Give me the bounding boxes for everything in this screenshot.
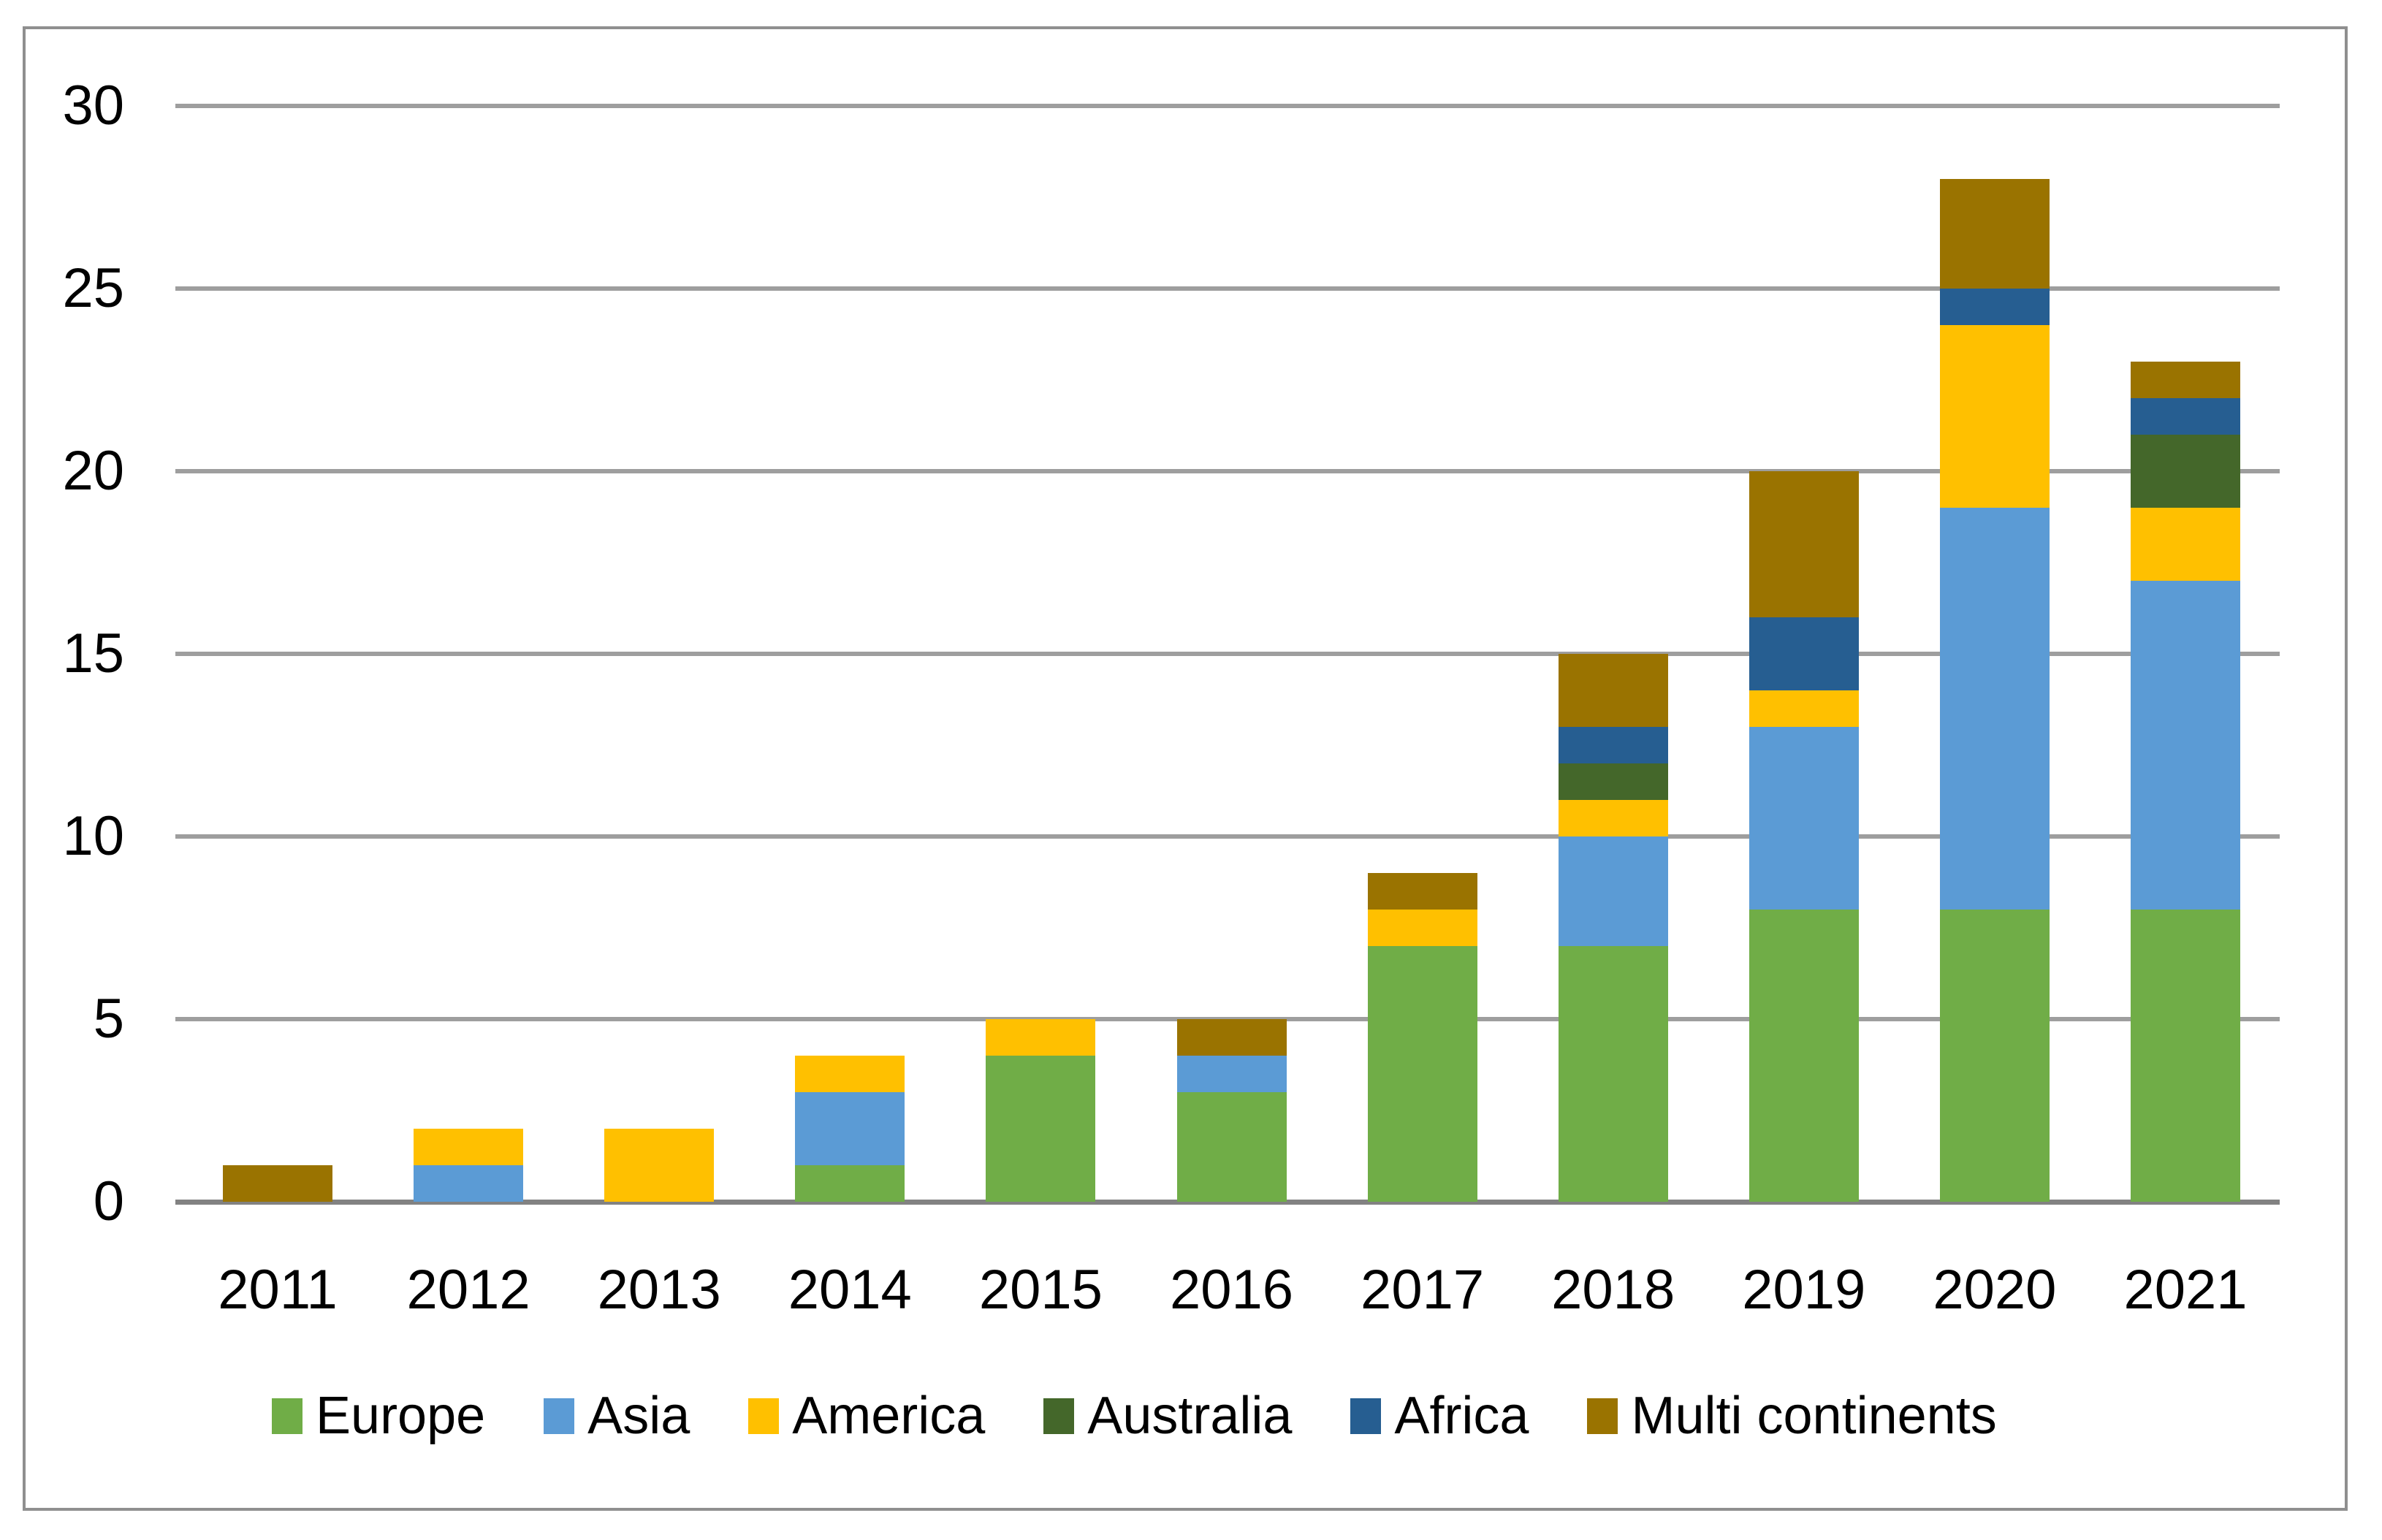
y-axis-tick-25: 25 (62, 257, 124, 319)
gridline-25 (175, 286, 2280, 291)
legend-label-america: America (792, 1387, 986, 1445)
bar-segment-america-2015 (986, 1019, 1096, 1056)
legend-swatch-europe (272, 1398, 302, 1434)
bar-segment-america-2021 (2131, 508, 2240, 581)
bar-segment-asia-2012 (414, 1165, 524, 1202)
x-axis-label-2011: 2011 (218, 1259, 338, 1321)
bar-segment-australia-2021 (2131, 435, 2240, 508)
x-axis-label-2012: 2012 (406, 1259, 530, 1321)
gridline-20 (175, 469, 2280, 473)
gridline-10 (175, 834, 2280, 839)
bar-segment-asia-2018 (1558, 836, 1668, 946)
chart-legend: Europe Asia America Australia Africa Multi co… (272, 1385, 1997, 1446)
x-axis-label-2015: 2015 (978, 1259, 1103, 1321)
bar-segment-europe-2015 (986, 1056, 1096, 1202)
bar-segment-africa-2018 (1558, 727, 1668, 763)
x-axis-label-2019: 2019 (1742, 1259, 1866, 1321)
bar-segment-america-2014 (795, 1056, 905, 1092)
y-axis-tick-30: 30 (62, 75, 124, 137)
bar-segment-europe-2020 (1939, 910, 2050, 1202)
bar-segment-asia-2014 (795, 1092, 905, 1165)
bar-segment-asia-2019 (1749, 727, 1859, 910)
legend-swatch-australia (1043, 1398, 1075, 1434)
legend-label-europe: Europe (316, 1387, 486, 1445)
legend-label-asia: Asia (587, 1387, 690, 1445)
legend-swatch-asia (544, 1398, 575, 1434)
legend-label-africa: Africa (1394, 1387, 1529, 1445)
x-axis-label-2021: 2021 (2123, 1259, 2248, 1321)
bar-segment-asia-2020 (1939, 508, 2050, 910)
bar-segment-america-2017 (1367, 910, 1477, 946)
legend-item-europe: Europe (272, 1385, 485, 1446)
gridline-15 (175, 652, 2280, 656)
bar-segment-europe-2017 (1367, 946, 1477, 1202)
bar-segment-america-2019 (1749, 690, 1859, 727)
legend-label-multi-continents: Multi continents (1631, 1387, 1997, 1445)
legend-swatch-america (748, 1398, 780, 1434)
bar-segment-europe-2016 (1176, 1092, 1287, 1202)
x-axis-label-2020: 2020 (1933, 1259, 2057, 1321)
x-axis-label-2017: 2017 (1361, 1259, 1485, 1321)
bar-segment-africa-2020 (1939, 289, 2050, 325)
bar-segment-multi-continents-2019 (1749, 471, 1859, 617)
legend-swatch-africa (1350, 1398, 1382, 1434)
legend-item-america: America (748, 1385, 985, 1446)
bar-segment-europe-2018 (1558, 946, 1668, 1202)
x-axis-label-2013: 2013 (597, 1259, 721, 1321)
bar-segment-america-2018 (1558, 800, 1668, 836)
y-axis-tick-0: 0 (93, 1170, 124, 1232)
bar-segment-multi-continents-2021 (2131, 362, 2240, 398)
bar-segment-america-2013 (604, 1129, 715, 1202)
bar-segment-europe-2021 (2131, 910, 2240, 1202)
x-axis-line (175, 1200, 2280, 1205)
y-axis-tick-20: 20 (62, 440, 124, 502)
x-axis-label-2014: 2014 (788, 1259, 912, 1321)
bar-segment-europe-2019 (1749, 910, 1859, 1202)
bar-segment-multi-continents-2017 (1367, 873, 1477, 910)
bar-segment-multi-continents-2011 (223, 1165, 332, 1202)
bar-segment-africa-2021 (2131, 398, 2240, 435)
legend-swatch-multi-continents (1587, 1398, 1618, 1434)
bar-segment-america-2020 (1939, 325, 2050, 508)
x-axis-label-2018: 2018 (1551, 1259, 1675, 1321)
bar-segment-asia-2016 (1176, 1056, 1287, 1092)
bar-segment-australia-2018 (1558, 763, 1668, 800)
legend-item-asia: Asia (544, 1385, 690, 1446)
bar-segment-multi-continents-2016 (1176, 1019, 1287, 1056)
bar-segment-africa-2019 (1749, 617, 1859, 690)
y-axis-tick-10: 10 (62, 805, 124, 867)
legend-item-africa: Africa (1350, 1385, 1529, 1446)
gridline-30 (175, 104, 2280, 108)
y-axis-tick-5: 5 (93, 988, 124, 1050)
legend-item-multi-continents: Multi continents (1587, 1385, 1997, 1446)
bar-segment-america-2012 (414, 1129, 524, 1165)
bar-segment-europe-2014 (795, 1165, 905, 1202)
bar-segment-multi-continents-2020 (1939, 179, 2050, 289)
legend-label-australia: Australia (1087, 1387, 1293, 1445)
legend-item-australia: Australia (1043, 1385, 1292, 1446)
x-axis-label-2016: 2016 (1169, 1259, 1294, 1321)
bar-segment-multi-continents-2018 (1558, 654, 1668, 727)
bar-segment-asia-2021 (2131, 581, 2240, 910)
y-axis-tick-15: 15 (62, 622, 124, 685)
